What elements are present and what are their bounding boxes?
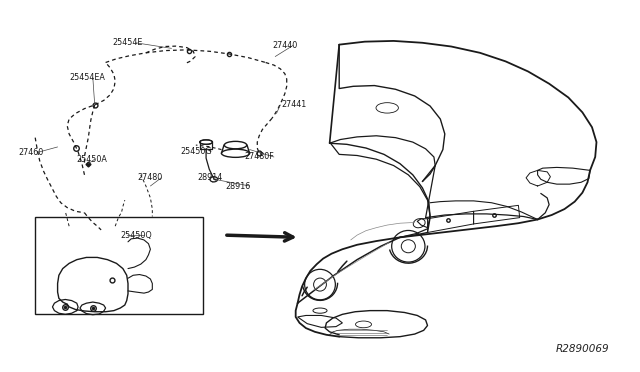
Text: 25454E: 25454E xyxy=(112,38,142,47)
Text: R2890069: R2890069 xyxy=(556,344,609,354)
Ellipse shape xyxy=(221,149,250,157)
Ellipse shape xyxy=(210,177,218,182)
Text: 27480F: 27480F xyxy=(244,153,274,161)
Text: 25450Q: 25450Q xyxy=(120,231,152,240)
Text: 27441: 27441 xyxy=(282,100,307,109)
Ellipse shape xyxy=(200,140,212,144)
Text: 28916: 28916 xyxy=(225,182,250,190)
Ellipse shape xyxy=(225,141,247,149)
Text: 27480: 27480 xyxy=(138,173,163,182)
Text: 25454EA: 25454EA xyxy=(69,73,105,82)
Text: 27440: 27440 xyxy=(272,41,297,50)
Text: 28914: 28914 xyxy=(197,173,222,182)
Text: 25450G: 25450G xyxy=(180,147,212,156)
Text: 25450A: 25450A xyxy=(77,155,108,164)
Bar xyxy=(35,217,203,314)
Text: 27460: 27460 xyxy=(18,148,43,157)
